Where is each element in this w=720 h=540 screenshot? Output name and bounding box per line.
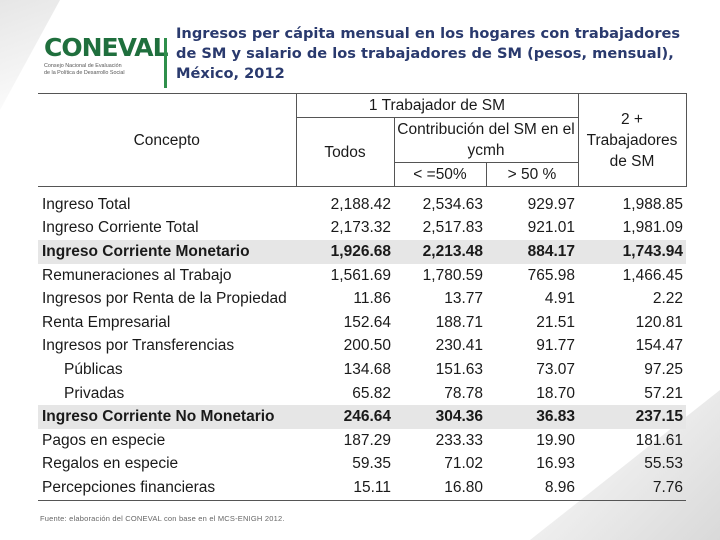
cell-todos: 59.35 [352, 455, 391, 473]
cell-le50: 2,213.48 [394, 240, 486, 264]
table-row: Ingresos por Transferencias 200.50 230.4… [38, 335, 686, 359]
cell-gt50: 884.17 [486, 240, 578, 264]
table-row: Ingreso Corriente Total 2,173.32 2,517.8… [38, 217, 686, 241]
cell-gt50: 18.70 [536, 384, 575, 402]
cell-todos: 15.11 [353, 478, 391, 496]
table-row-highlight: Ingreso Corriente Monetario 1,926.68 2,2… [38, 240, 686, 264]
cell-gt50: 929.97 [527, 195, 575, 213]
row-label: Regalos en especie [42, 455, 179, 473]
cell-gt50: 16.93 [536, 455, 575, 473]
table-row: Renta Empresarial 152.64 188.71 21.51 12… [38, 311, 686, 335]
cell-le50: 1,780.59 [422, 266, 483, 284]
cell-gt50: 8.96 [544, 478, 575, 496]
row-label: Percepciones financieras [42, 478, 216, 496]
cell-le50: 78.78 [444, 384, 483, 402]
cell-gt50: 765.98 [527, 266, 575, 284]
row-label: Renta Empresarial [42, 313, 171, 331]
cell-le50: 188.71 [435, 313, 483, 331]
cell-todos: 246.64 [296, 405, 394, 429]
cell-two-plus: 1,988.85 [622, 195, 683, 213]
table-row: Ingreso Total 2,188.42 2,534.63 929.97 1… [38, 193, 686, 217]
cell-two-plus: 181.61 [635, 431, 683, 449]
logo-subtitle-line2: de la Política de Desarrollo Social [44, 69, 125, 76]
page-title: Ingresos per cápita mensual en los hogar… [176, 25, 681, 82]
cell-gt50: 91.77 [536, 337, 575, 355]
cell-two-plus: 1,981.09 [622, 219, 683, 237]
cell-todos: 200.50 [343, 337, 391, 355]
table-row-highlight: Ingreso Corriente No Monetario 246.64 30… [38, 405, 686, 429]
cell-todos: 1,561.69 [330, 266, 391, 284]
coneval-logo: CONEVAL Consejo Nacional de Evaluación d… [44, 33, 169, 78]
cell-gt50: 73.07 [536, 360, 575, 378]
cell-gt50: 19.90 [536, 431, 575, 449]
logo-wordmark: CONEVAL [44, 33, 169, 62]
row-label: Remuneraciones al Trabajo [42, 266, 232, 284]
table-row: Pagos en especie 187.29 233.33 19.90 181… [38, 429, 686, 453]
table-row: Ingresos por Renta de la Propiedad 11.86… [38, 287, 686, 311]
cell-le50: 16.80 [444, 478, 483, 496]
row-label: Ingreso Corriente Total [42, 219, 199, 237]
row-label: Pagos en especie [42, 431, 166, 449]
table-row: Privadas 65.82 78.78 18.70 57.21 [38, 382, 686, 406]
header-two-plus: 2 + Trabajadores de SM [577, 93, 687, 187]
income-table: Concepto 1 Trabajador de SM 2 + Trabajad… [38, 93, 687, 501]
cell-le50: 13.77 [444, 290, 483, 308]
header-contribucion: Contribución del SM en el ycmh [393, 117, 579, 163]
row-label: Privadas [64, 384, 125, 402]
table-row: Remuneraciones al Trabajo 1,561.69 1,780… [38, 264, 686, 288]
cell-todos: 11.86 [353, 290, 391, 308]
row-label: Ingresos por Renta de la Propiedad [42, 290, 287, 308]
logo-divider [164, 38, 167, 88]
cell-todos: 187.29 [343, 431, 391, 449]
cell-todos: 2,173.32 [330, 219, 391, 237]
cell-gt50: 21.51 [536, 313, 575, 331]
cell-todos: 2,188.42 [330, 195, 391, 213]
cell-two-plus: 57.21 [644, 384, 683, 402]
cell-two-plus: 154.47 [635, 337, 683, 355]
row-label: Ingresos por Transferencias [42, 337, 235, 355]
header-one-worker: 1 Trabajador de SM [295, 93, 579, 118]
cell-le50: 233.33 [435, 431, 483, 449]
row-label: Públicas [64, 360, 123, 378]
table-row: Públicas 134.68 151.63 73.07 97.25 [38, 358, 686, 382]
header-le50: < =50% [393, 162, 487, 187]
table-row: Regalos en especie 59.35 71.02 16.93 55.… [38, 453, 686, 477]
cell-le50: 2,534.63 [422, 195, 483, 213]
cell-todos: 65.82 [352, 384, 391, 402]
source-note: Fuente: elaboración del CONEVAL con base… [40, 514, 285, 523]
income-table-container: Concepto 1 Trabajador de SM 2 + Trabajad… [38, 93, 687, 501]
cell-two-plus: 237.15 [578, 405, 686, 429]
row-label: Ingreso Corriente Monetario [38, 240, 296, 264]
cell-two-plus: 1,743.94 [578, 240, 686, 264]
cell-two-plus: 55.53 [644, 455, 683, 473]
cell-gt50: 4.91 [544, 290, 575, 308]
cell-le50: 304.36 [394, 405, 486, 429]
header-concepto: Concepto [38, 93, 297, 187]
cell-two-plus: 1,466.45 [622, 266, 683, 284]
cell-two-plus: 7.76 [652, 478, 683, 496]
cell-todos: 134.68 [343, 360, 391, 378]
cell-le50: 230.41 [435, 337, 483, 355]
cell-le50: 151.63 [435, 360, 483, 378]
row-label: Ingreso Corriente No Monetario [38, 405, 296, 429]
cell-two-plus: 2.22 [652, 290, 683, 308]
cell-le50: 71.02 [444, 455, 483, 473]
header-gt50: > 50 % [485, 162, 579, 187]
row-label: Ingreso Total [42, 195, 131, 213]
header-todos: Todos [295, 117, 395, 187]
cell-two-plus: 120.81 [635, 313, 683, 331]
logo-subtitle-line1: Consejo Nacional de Evaluación [44, 63, 122, 69]
cell-two-plus: 97.25 [644, 360, 683, 378]
table-row: Percepciones financieras 15.11 16.80 8.9… [38, 476, 686, 501]
logo-subtitle: Consejo Nacional de Evaluación de la Pol… [44, 63, 162, 76]
cell-todos: 1,926.68 [296, 240, 394, 264]
cell-todos: 152.64 [343, 313, 391, 331]
cell-gt50: 36.83 [486, 405, 578, 429]
cell-le50: 2,517.83 [422, 219, 483, 237]
cell-gt50: 921.01 [527, 219, 575, 237]
